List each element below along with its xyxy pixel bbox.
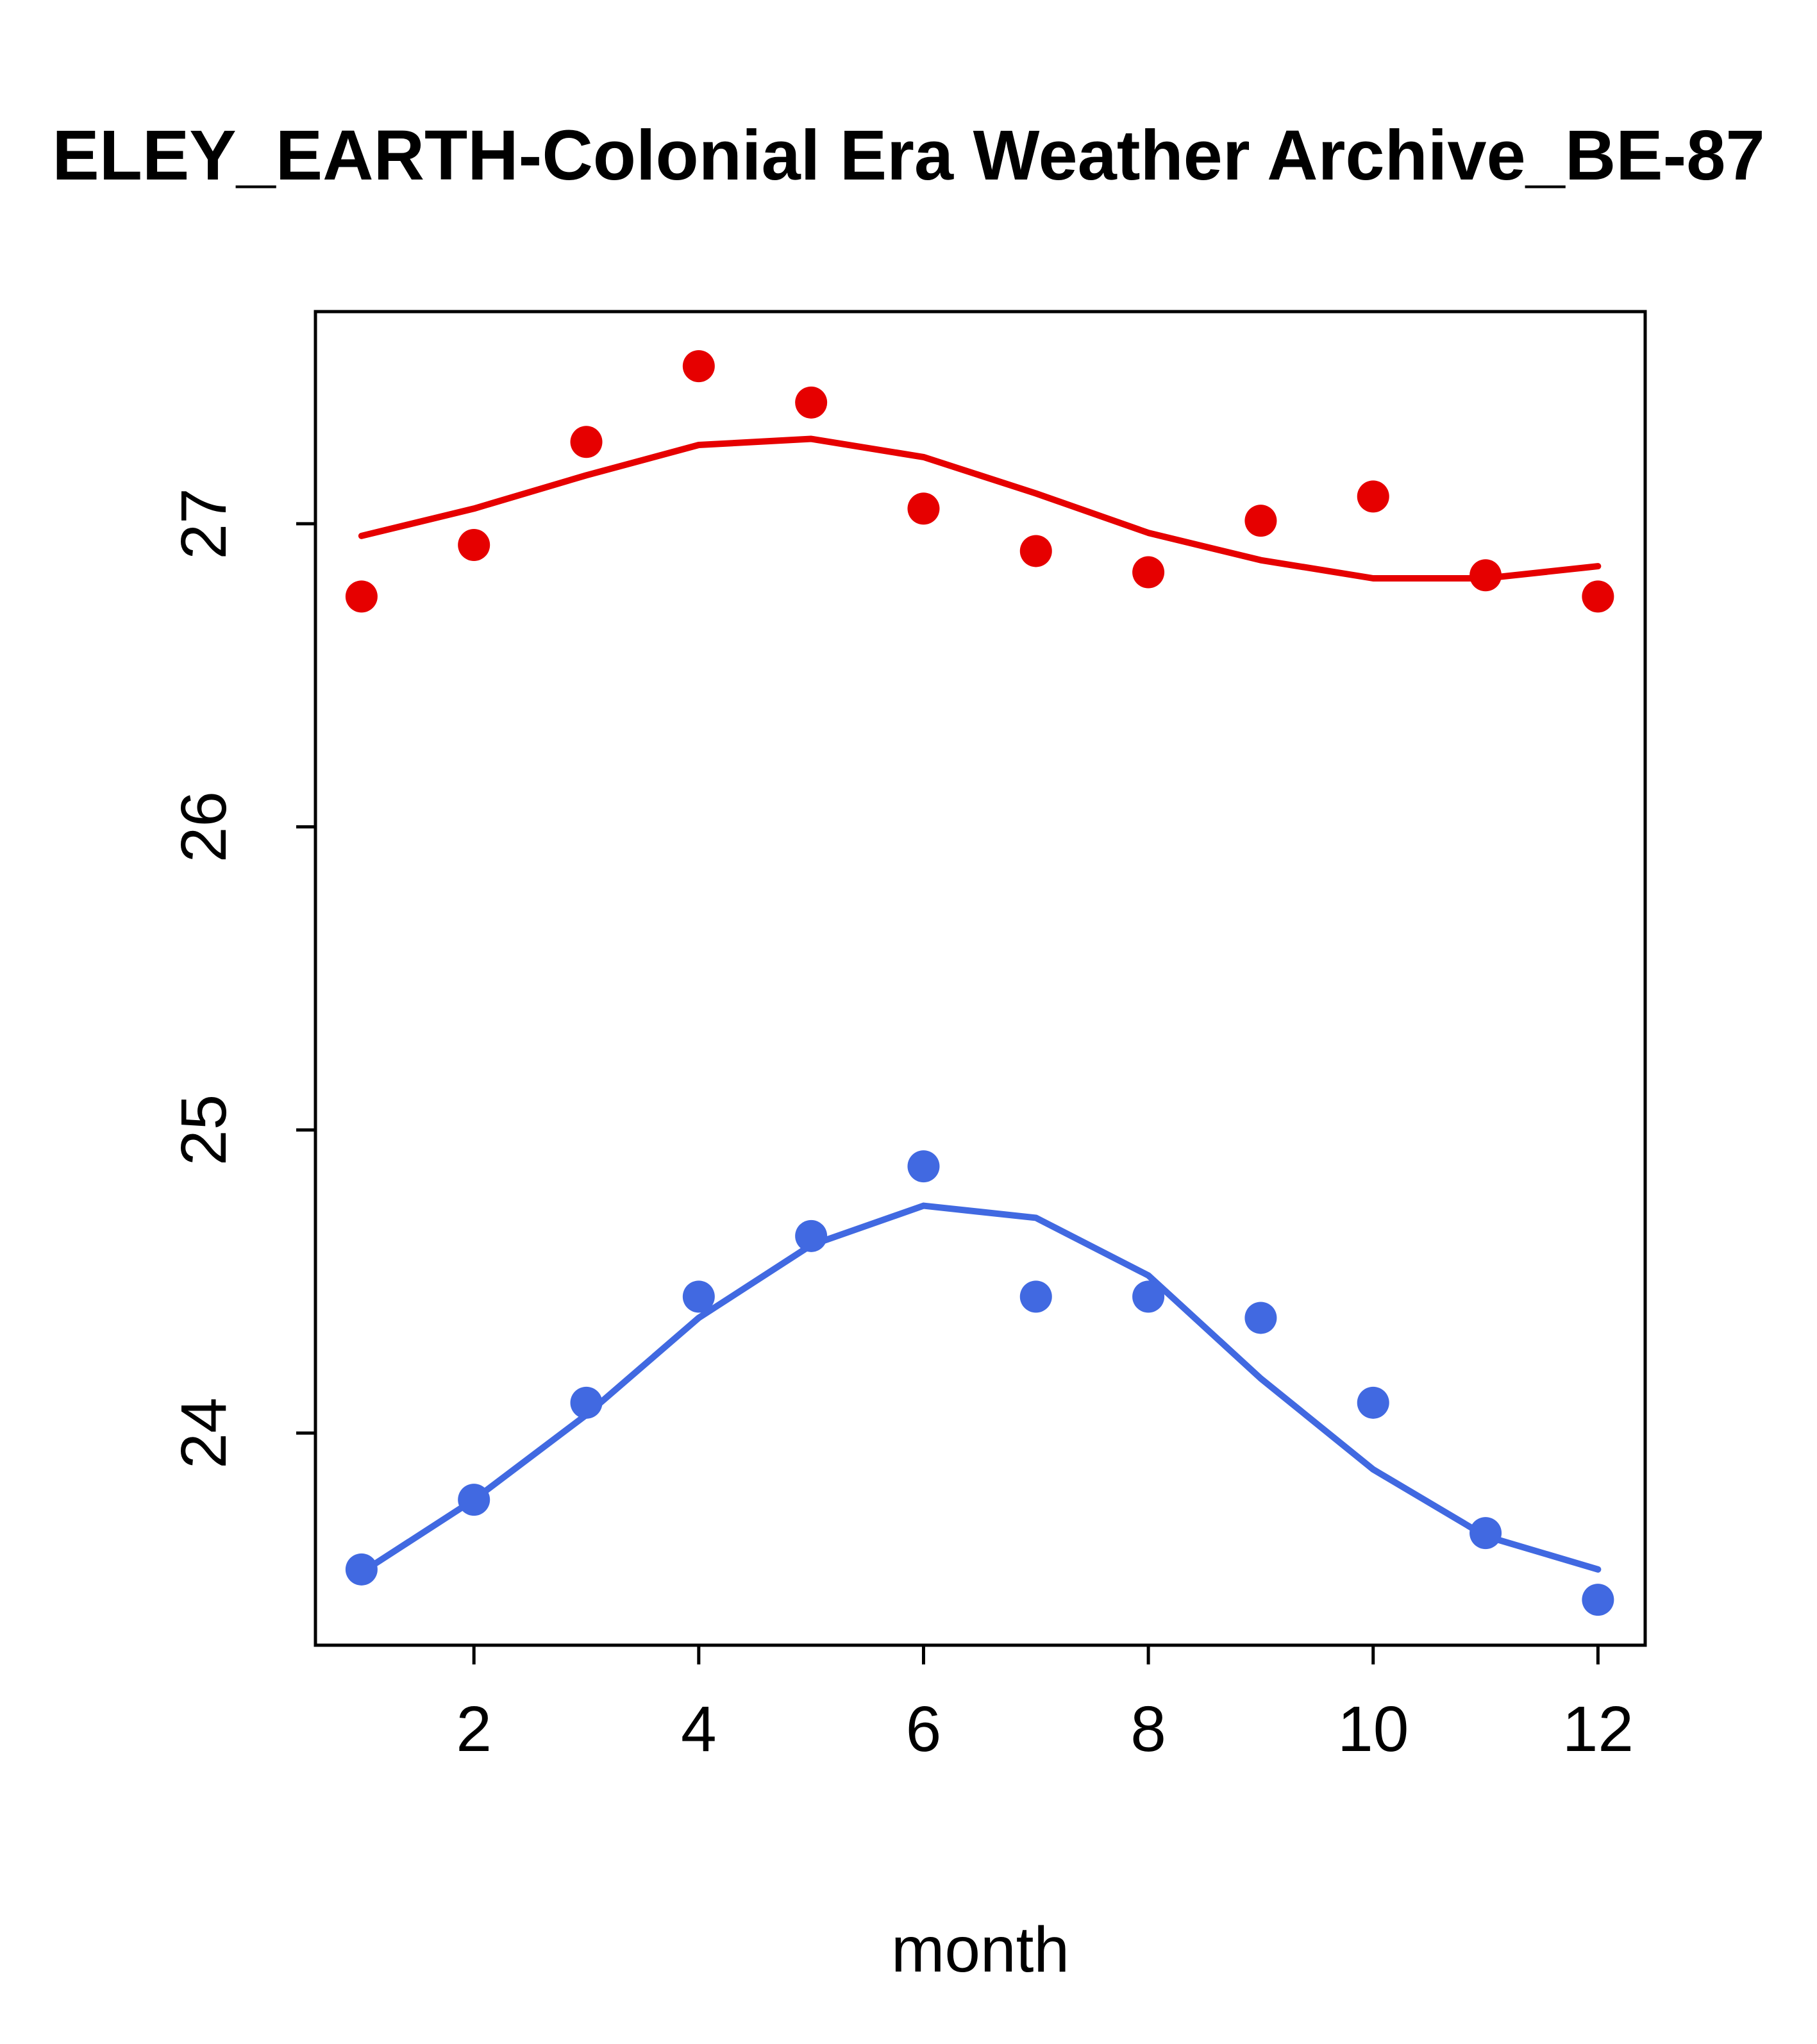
y-tick-label: 25 bbox=[168, 1094, 240, 1166]
upper-red-series-point bbox=[795, 386, 828, 419]
x-tick-label: 10 bbox=[1337, 1693, 1409, 1765]
lower-blue-series-point bbox=[1019, 1280, 1052, 1313]
upper-red-series-point bbox=[1357, 480, 1389, 513]
x-tick-label: 8 bbox=[1130, 1693, 1166, 1765]
lower-blue-series-point bbox=[1582, 1584, 1614, 1616]
lower-blue-series-point bbox=[570, 1386, 603, 1419]
upper-red-series-point bbox=[345, 580, 378, 613]
upper-red-series-point bbox=[1019, 535, 1052, 567]
upper-red-series-smooth-line bbox=[358, 435, 1602, 582]
upper-red-series-point bbox=[458, 529, 490, 561]
lower-blue-series-point bbox=[682, 1280, 715, 1313]
upper-red-series-point bbox=[1132, 556, 1165, 589]
lower-blue-series-point bbox=[907, 1150, 940, 1183]
y-tick-label: 27 bbox=[168, 488, 240, 559]
plot-border bbox=[314, 310, 1647, 1647]
x-tick-label: 4 bbox=[681, 1693, 717, 1765]
y-tick-label: 24 bbox=[168, 1397, 240, 1468]
upper-red-series-point bbox=[570, 426, 603, 458]
lower-blue-series-smooth-line bbox=[358, 1202, 1602, 1576]
y-tick-label: 26 bbox=[168, 791, 240, 862]
upper-red-series-point bbox=[1244, 505, 1277, 537]
upper-red-series-point bbox=[1470, 559, 1502, 592]
lower-blue-series-point bbox=[1470, 1517, 1502, 1550]
lower-blue-series-point bbox=[345, 1553, 378, 1586]
x-axis-label: month bbox=[891, 1914, 1069, 1986]
lower-blue-series-point bbox=[795, 1219, 828, 1252]
x-tick-label: 2 bbox=[456, 1693, 492, 1765]
x-tick-label: 6 bbox=[906, 1693, 942, 1765]
chart-title: ELEY_EARTH-Colonial Era Weather Archive_… bbox=[52, 116, 1764, 195]
x-tick-label: 12 bbox=[1562, 1693, 1634, 1765]
lower-blue-series-point bbox=[458, 1484, 490, 1516]
upper-red-series-point bbox=[907, 492, 940, 525]
upper-red-series-point bbox=[1582, 580, 1614, 613]
lower-blue-series-point bbox=[1357, 1386, 1389, 1419]
upper-red-series-point bbox=[682, 350, 715, 383]
lower-blue-series-point bbox=[1132, 1280, 1165, 1313]
lower-blue-series-point bbox=[1244, 1302, 1277, 1334]
